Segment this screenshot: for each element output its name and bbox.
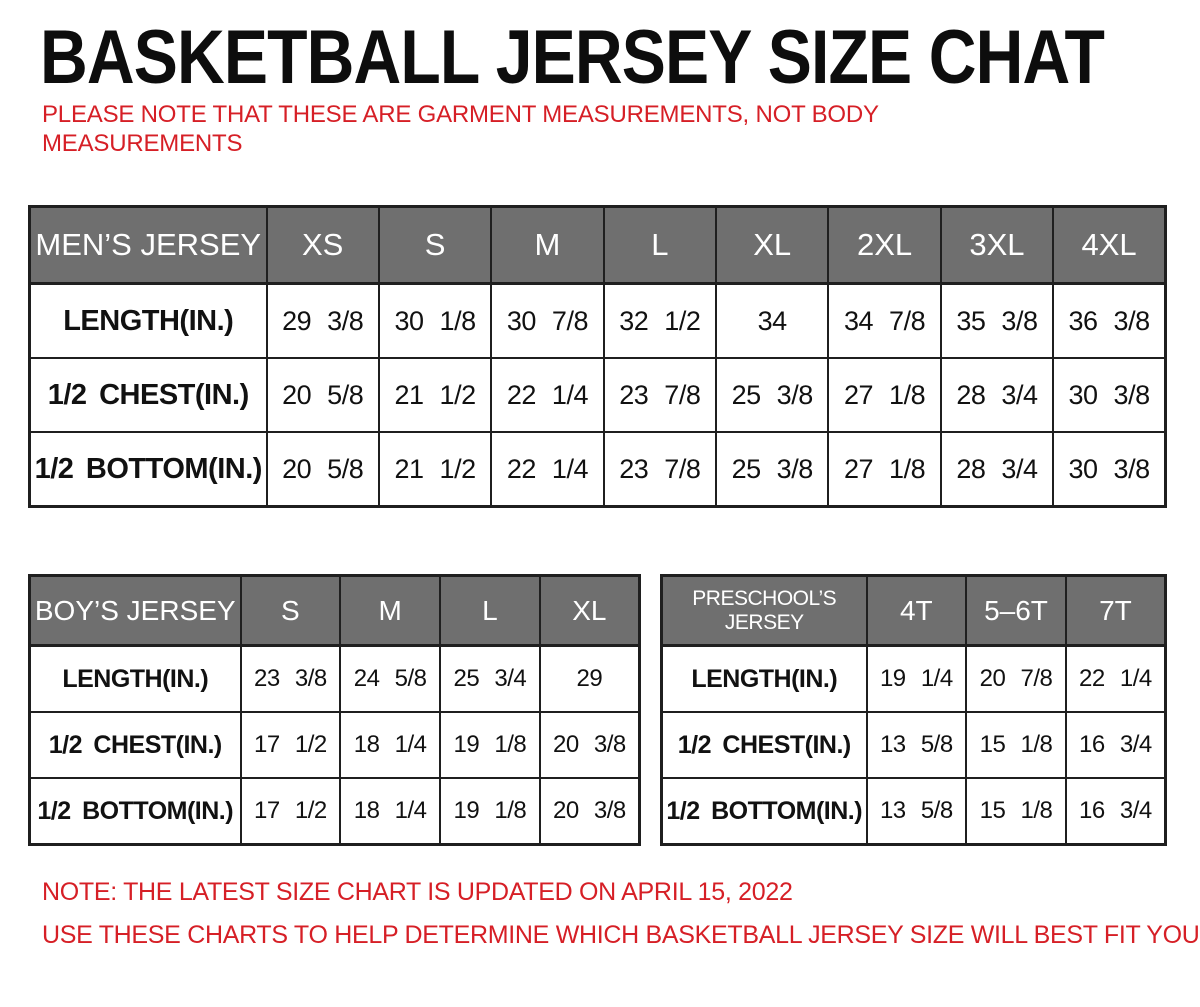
mens-jersey-size-table: MEN’S JERSEY XS S M L XL 2XL 3XL 4XL LEN… xyxy=(28,205,1167,508)
row-label-cell: 1/2 BOTTOM(IN.) xyxy=(28,431,268,508)
column-header-cell: S xyxy=(377,205,493,285)
size-value-cell: 21 1/2 xyxy=(377,357,493,433)
column-header-cell: XL xyxy=(538,574,641,647)
size-value-cell: 23 7/8 xyxy=(602,431,718,508)
garment-measurement-disclaimer: PLEASE NOTE THAT THESE ARE GARMENT MEASU… xyxy=(42,101,879,157)
size-value-cell: 28 3/4 xyxy=(939,431,1055,508)
size-value-cell: 17 1/2 xyxy=(239,711,342,779)
usage-note: USE THESE CHARTS TO HELP DETERMINE WHICH… xyxy=(42,921,1200,949)
table-row: 1/2 BOTTOM(IN.) 20 5/8 21 1/2 22 1/4 23 … xyxy=(28,431,1167,508)
size-value-cell: 25 3/4 xyxy=(439,644,541,713)
size-value-cell: 27 1/8 xyxy=(827,357,942,433)
table-row: 1/2 CHEST(IN.) 13 5/8 15 1/8 16 3/4 xyxy=(660,711,1167,779)
table-row: 1/2 CHEST(IN.) 17 1/2 18 1/4 19 1/8 20 3… xyxy=(28,711,641,779)
column-header-cell: 3XL xyxy=(939,205,1055,285)
column-header-cell: L xyxy=(602,205,718,285)
column-header-cell: MEN’S JERSEY xyxy=(28,205,268,285)
size-value-cell: 35 3/8 xyxy=(939,282,1055,359)
size-value-cell: 18 1/4 xyxy=(339,777,441,846)
size-value-cell: 23 7/8 xyxy=(602,357,718,433)
table-row: LENGTH(IN.) 19 1/4 20 7/8 22 1/4 xyxy=(660,644,1167,713)
size-value-cell: 28 3/4 xyxy=(939,357,1055,433)
row-label-cell: 1/2 BOTTOM(IN.) xyxy=(660,777,868,846)
size-value-cell: 17 1/2 xyxy=(239,777,342,846)
page-title: BASKETBALL JERSEY SIZE CHAT xyxy=(40,15,1105,100)
size-value-cell: 34 7/8 xyxy=(827,282,942,359)
size-value-cell: 20 3/8 xyxy=(538,711,641,779)
size-value-cell: 15 1/8 xyxy=(965,777,1067,846)
column-header-cell: XS xyxy=(265,205,380,285)
size-value-cell: 13 5/8 xyxy=(865,711,968,779)
size-value-cell: 30 3/8 xyxy=(1052,357,1167,433)
size-value-cell: 30 3/8 xyxy=(1052,431,1167,508)
size-value-cell: 20 5/8 xyxy=(265,357,380,433)
size-value-cell: 34 xyxy=(714,282,830,359)
size-value-cell: 15 1/8 xyxy=(965,711,1067,779)
column-header-cell: 7T xyxy=(1064,574,1167,647)
column-header-cell: BOY’S JERSEY xyxy=(28,574,242,647)
table-header-row: BOY’S JERSEY S M L XL xyxy=(28,574,641,647)
column-header-cell: 2XL xyxy=(827,205,942,285)
table-row: LENGTH(IN.) 23 3/8 24 5/8 25 3/4 29 xyxy=(28,644,641,713)
size-value-cell: 22 1/4 xyxy=(490,357,605,433)
size-value-cell: 32 1/2 xyxy=(602,282,718,359)
column-header-cell: 4XL xyxy=(1052,205,1167,285)
boys-jersey-size-table: BOY’S JERSEY S M L XL LENGTH(IN.) 23 3/8… xyxy=(28,574,641,846)
size-value-cell: 21 1/2 xyxy=(377,431,493,508)
column-header-cell: 4T xyxy=(865,574,968,647)
row-label-cell: 1/2 CHEST(IN.) xyxy=(28,711,242,779)
size-value-cell: 13 5/8 xyxy=(865,777,968,846)
size-value-cell: 19 1/8 xyxy=(439,711,541,779)
update-date-note: NOTE: THE LATEST SIZE CHART IS UPDATED O… xyxy=(42,878,793,906)
size-value-cell: 20 3/8 xyxy=(538,777,641,846)
table-header-row: PRESCHOOL’S JERSEY 4T 5–6T 7T xyxy=(660,574,1167,647)
table-row: LENGTH(IN.) 29 3/8 30 1/8 30 7/8 32 1/2 … xyxy=(28,282,1167,359)
row-label-cell: LENGTH(IN.) xyxy=(28,282,268,359)
size-value-cell: 22 1/4 xyxy=(1064,644,1167,713)
row-label-cell: LENGTH(IN.) xyxy=(660,644,868,713)
column-header-cell: PRESCHOOL’S JERSEY xyxy=(660,574,868,647)
column-header-cell: M xyxy=(490,205,605,285)
size-value-cell: 19 1/8 xyxy=(439,777,541,846)
table-header-row: MEN’S JERSEY XS S M L XL 2XL 3XL 4XL xyxy=(28,205,1167,285)
size-value-cell: 25 3/8 xyxy=(714,357,830,433)
size-value-cell: 19 1/4 xyxy=(865,644,968,713)
row-label-cell: 1/2 CHEST(IN.) xyxy=(28,357,268,433)
size-value-cell: 30 7/8 xyxy=(490,282,605,359)
row-label-cell: 1/2 CHEST(IN.) xyxy=(660,711,868,779)
size-value-cell: 29 3/8 xyxy=(265,282,380,359)
size-value-cell: 16 3/4 xyxy=(1064,711,1167,779)
size-value-cell: 29 xyxy=(538,644,641,713)
size-value-cell: 24 5/8 xyxy=(339,644,441,713)
table-row: 1/2 BOTTOM(IN.) 17 1/2 18 1/4 19 1/8 20 … xyxy=(28,777,641,846)
column-header-cell: L xyxy=(439,574,541,647)
column-header-cell: XL xyxy=(714,205,830,285)
table-row: 1/2 BOTTOM(IN.) 13 5/8 15 1/8 16 3/4 xyxy=(660,777,1167,846)
column-header-cell: M xyxy=(339,574,441,647)
size-value-cell: 23 3/8 xyxy=(239,644,342,713)
column-header-cell: 5–6T xyxy=(965,574,1067,647)
size-value-cell: 16 3/4 xyxy=(1064,777,1167,846)
size-value-cell: 30 1/8 xyxy=(377,282,493,359)
size-value-cell: 25 3/8 xyxy=(714,431,830,508)
size-value-cell: 36 3/8 xyxy=(1052,282,1167,359)
size-value-cell: 18 1/4 xyxy=(339,711,441,779)
size-value-cell: 20 7/8 xyxy=(965,644,1067,713)
size-value-cell: 20 5/8 xyxy=(265,431,380,508)
table-row: 1/2 CHEST(IN.) 20 5/8 21 1/2 22 1/4 23 7… xyxy=(28,357,1167,433)
row-label-cell: 1/2 BOTTOM(IN.) xyxy=(28,777,242,846)
row-label-cell: LENGTH(IN.) xyxy=(28,644,242,713)
preschool-jersey-size-table: PRESCHOOL’S JERSEY 4T 5–6T 7T LENGTH(IN.… xyxy=(660,574,1167,846)
size-value-cell: 22 1/4 xyxy=(490,431,605,508)
size-value-cell: 27 1/8 xyxy=(827,431,942,508)
column-header-cell: S xyxy=(239,574,342,647)
